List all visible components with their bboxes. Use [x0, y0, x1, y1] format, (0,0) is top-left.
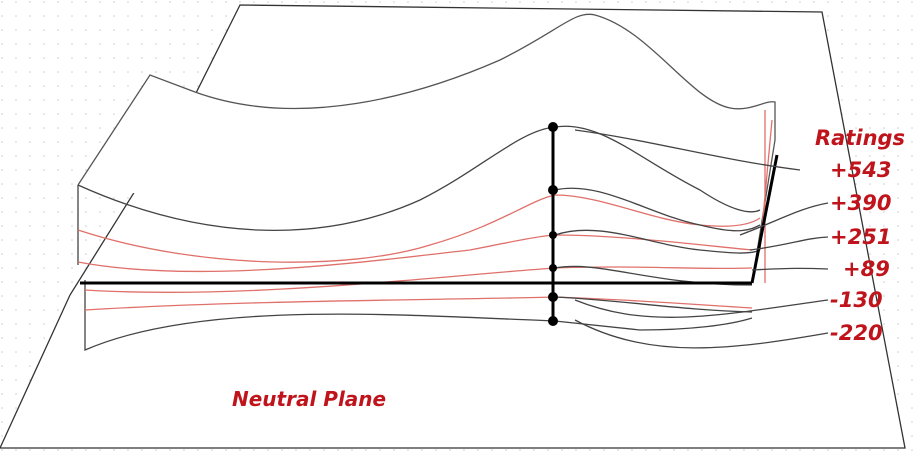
- ratings-title: Ratings: [815, 126, 905, 150]
- rating-label: +251: [830, 225, 891, 249]
- rating-label: +543: [830, 158, 891, 182]
- diagram: Ratings +543 +390 +251 +89 -130 -220 Neu…: [0, 0, 922, 454]
- plane-label: Neutral Plane: [232, 387, 386, 411]
- rating-label: -220: [830, 321, 883, 345]
- rating-label: +390: [830, 191, 891, 215]
- rating-label: -130: [830, 288, 883, 312]
- rating-label: +89: [843, 257, 890, 281]
